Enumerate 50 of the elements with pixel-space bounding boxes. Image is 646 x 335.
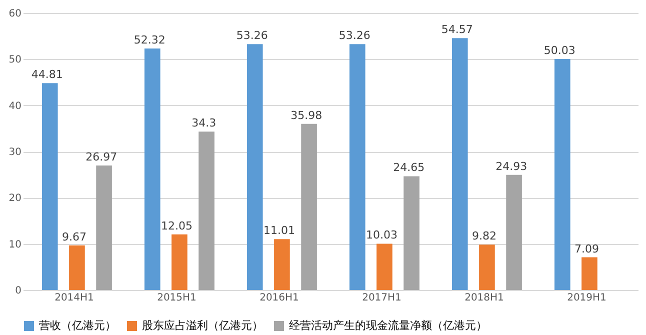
bar <box>172 234 188 290</box>
y-tick-label: 30 <box>8 147 22 158</box>
bar <box>349 44 366 290</box>
bar <box>246 44 263 290</box>
y-tick-label: 60 <box>8 8 22 20</box>
bar <box>96 165 112 290</box>
data-label: 24.93 <box>496 160 528 173</box>
bar <box>582 257 598 290</box>
x-tick-label: 2018H1 <box>464 292 504 304</box>
data-label: 54.57 <box>441 23 473 36</box>
y-tick-label: 40 <box>8 100 22 112</box>
data-label: 9.82 <box>472 230 496 243</box>
data-label: 50.03 <box>544 44 576 58</box>
legend-label: 股东应占溢利（亿港元） <box>142 319 263 332</box>
data-label: 24.65 <box>393 161 425 174</box>
bar <box>42 83 58 290</box>
x-tick-label: 2016H1 <box>260 292 299 304</box>
data-label: 26.97 <box>86 150 118 164</box>
bar <box>69 245 85 290</box>
data-label: 12.05 <box>161 219 192 232</box>
data-label: 53.26 <box>338 29 370 42</box>
data-label: 44.81 <box>31 68 63 82</box>
data-label: 52.32 <box>134 33 166 46</box>
data-label: 34.3 <box>192 116 216 130</box>
bar <box>198 132 214 290</box>
bar <box>301 124 317 290</box>
x-tick-label: 2015H1 <box>157 292 196 304</box>
bar <box>274 239 290 290</box>
x-tick-label: 2017H1 <box>362 292 402 304</box>
data-label: 53.26 <box>236 29 268 42</box>
bar <box>506 174 522 290</box>
bar <box>554 59 570 290</box>
data-label: 35.98 <box>290 108 322 122</box>
data-label: 9.67 <box>62 230 86 244</box>
y-tick-label: 50 <box>8 54 22 66</box>
y-tick-label: 20 <box>8 193 22 204</box>
x-tick-label: 2014H1 <box>54 292 94 304</box>
legend-label: 经营活动产生的现金流量净额（亿港元） <box>289 319 487 332</box>
y-tick-label: 0 <box>15 286 22 296</box>
bar <box>376 244 392 290</box>
data-label: 7.09 <box>574 242 599 256</box>
y-tick-label: 10 <box>8 239 22 250</box>
x-tick-label: 2019H1 <box>567 292 606 304</box>
bar <box>452 38 468 290</box>
bar <box>479 244 495 290</box>
legend-label: 营收（亿港元） <box>39 319 116 332</box>
data-label: 11.01 <box>264 224 295 238</box>
data-label: 10.03 <box>366 228 398 242</box>
bar <box>144 48 160 290</box>
bar <box>404 176 420 290</box>
